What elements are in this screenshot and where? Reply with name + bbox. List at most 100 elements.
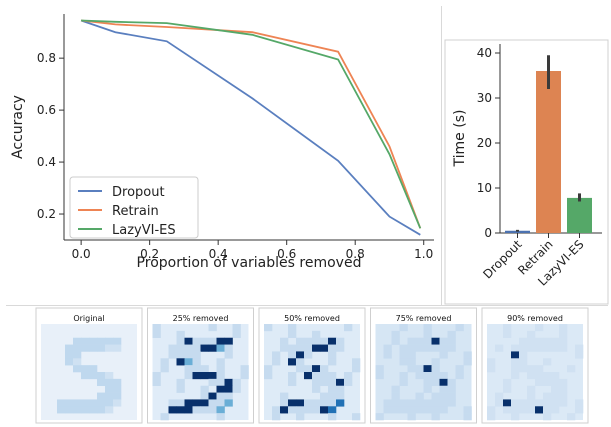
thumbnail-pixel [503,406,512,414]
y-tick-label: 0.8 [37,51,56,65]
thumbnail-pixel [320,392,329,400]
vertical-divider [441,6,442,306]
thumbnail-pixel [391,385,400,393]
thumbnail-pixel [543,392,552,400]
thumbnail-pixel [431,378,440,387]
thumbnail-pixel [73,399,82,407]
thumbnail-pixel [176,337,185,345]
thumbnail-pixel [352,365,361,373]
thumbnail-pixel [152,378,161,387]
thumbnail-pixel [423,372,432,380]
thumbnail-pixel [184,399,193,407]
thumbnail-pixel [551,399,560,407]
line-chart-axes [63,14,434,241]
thumbnail-pixel [336,399,345,407]
thumbnail-pixel [559,337,568,345]
thumbnail-pixel [439,399,448,407]
thumbnail-pixel [559,324,568,332]
thumbnail-pixel [113,344,122,352]
thumbnail-pixel [503,378,512,387]
thumbnail-pixel [352,413,361,421]
thumbnail-pixel [551,372,560,380]
thumbnail-pixel [336,392,345,400]
thumbnail-pixel [224,337,233,345]
thumbnail-pixel [312,372,321,380]
thumbnail-pixel [487,358,496,366]
thumbnail-pixel [312,378,321,387]
thumbnail-pixel [288,330,297,339]
thumbnail-pixel [113,385,122,393]
thumbnail-pixel [431,358,440,366]
thumbnail-pixel [208,324,217,332]
thumbnail-pixel [208,378,217,387]
thumbnail-pixel [535,344,544,352]
bar-chart-frame [444,39,609,305]
thumbnail-title: 75% removed [396,314,452,323]
thumbnail-pixel [375,365,384,373]
thumbnail-pixel [288,324,297,332]
thumbnail-pixel [97,392,106,400]
thumbnail-pixel [399,406,408,414]
thumbnail-pixel [224,378,233,387]
thumbnail-pixel [216,365,225,373]
thumbnail-pixel [296,406,305,414]
series-line-retrain [80,19,422,229]
y-tick-label: 0.2 [37,207,56,221]
thumbnail-pixel [105,337,114,345]
thumbnail-pixel [216,344,225,352]
x-tick-group: 0.0 0.2 0.4 0.6 0.8 1.0 [72,240,433,261]
thumbnail-pixel [97,337,106,345]
thumbnail-pixel [65,399,74,407]
x-tick-label: 0.6 [277,247,296,261]
thumbnail-pixel [487,406,496,414]
thumbnail-pixel [304,344,313,352]
thumbnail-pixel [511,344,520,352]
thumbnail-pixel [543,406,552,414]
thumbnail-pixel [551,344,560,352]
series-lines [80,19,422,236]
thumbnail-pixel [519,358,528,366]
thumbnail-pixel [431,413,440,421]
thumbnail-pixel [320,406,329,414]
thumbnail-pixel [280,399,289,407]
thumbnail-pixel [105,372,114,380]
thumbnail-pixel [447,399,456,407]
thumbnail-pixel [463,351,472,359]
thumbnail-pixel [407,413,416,421]
thumbnail-pixel [415,392,424,400]
thumbnail-pixel [431,337,440,345]
bar-retrain [536,71,561,233]
y-axis-label: Accuracy [10,95,26,159]
thumbnail-pixel [160,413,169,421]
thumbnail-pixel [105,385,114,393]
thumbnail-pixel [431,392,440,400]
thumbnail-pixel [559,344,568,352]
x-tick-label: 1.0 [414,247,433,261]
thumbnail-pixel [543,344,552,352]
thumbnail-pixel [551,337,560,345]
thumbnail-pixel [312,337,321,345]
thumbnail-pixel [431,406,440,414]
thumbnail-pixel [320,378,329,387]
thumbnail-pixel [176,344,185,352]
thumbnail-pixel [375,413,384,421]
thumbnail-pixel [89,406,98,414]
thumbnail-pixel [216,372,225,380]
thumbnail-pixel [320,337,329,345]
legend-entries: Dropout Retrain LazyVI-ES [78,185,176,238]
thumbnail-pixel [272,351,281,359]
thumbnail-pixel [224,399,233,407]
thumbnail-pixel [407,358,416,366]
thumbnail-pixel [200,392,209,400]
thumbnail-pixel [487,413,496,421]
thumbnail-pixel [399,324,408,332]
x-tick-label: 0.4 [209,247,228,261]
thumbnail-pixel [89,344,98,352]
thumbnail-pixel [551,378,560,387]
thumbnail-pixel [336,378,345,387]
bar-y-axis-label: Time (s) [452,110,468,168]
thumbnail-pixel [415,399,424,407]
thumbnail-pixel [288,358,297,366]
thumbnail-pixel [463,358,472,366]
thumbnail-pixel [439,392,448,400]
